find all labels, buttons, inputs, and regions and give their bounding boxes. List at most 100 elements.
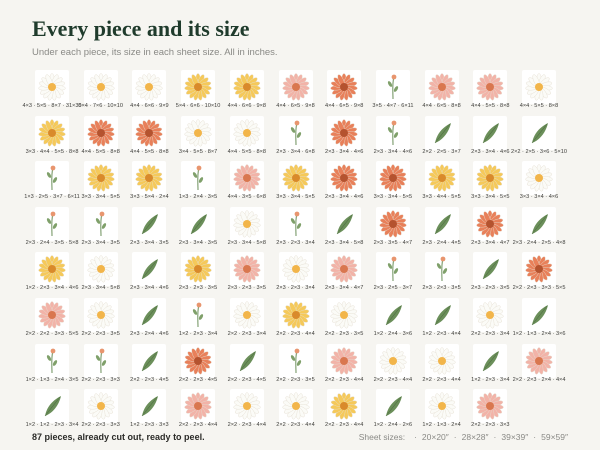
sheet-size: 28×28″ (449, 432, 489, 442)
piece-icon (95, 348, 106, 373)
piece-image (327, 70, 362, 104)
piece-image (522, 206, 556, 241)
piece: 2×2 · 2×3 · 4×4 (369, 343, 417, 390)
piece-size: 2×3 · 3×4 · 4×6 (324, 194, 364, 201)
piece-image (83, 206, 118, 241)
piece-size: 2×2 · 2×3 · 4×5 (227, 376, 266, 383)
piece-image (522, 252, 556, 287)
piece-size: 2×2 · 2×3 · 2×4 · 4×4 (512, 376, 566, 383)
piece: 1×2 · 1×3 · 2×4 · 3×5 (26, 343, 78, 390)
piece: 3×3 · 4×4 · 5×5 (418, 161, 466, 207)
piece: 4×4 · 3×5 · 6×8 (223, 161, 271, 207)
piece-image (83, 161, 118, 196)
piece-image (229, 252, 264, 287)
piece: 4×4 · 6×5 · 8×8 (418, 70, 466, 116)
piece-image (181, 115, 216, 150)
piece-image (132, 70, 167, 104)
piece-icon (142, 396, 159, 417)
piece-icon (476, 210, 504, 238)
piece-size: 5×4 · 6×6 · 10×10 (175, 103, 221, 109)
piece-image (522, 161, 556, 196)
piece-size: 3×3 · 3×4 · 5×5 (471, 194, 510, 201)
piece-icon (427, 164, 456, 192)
piece: 3×3 · 5×4 · 2×4 (125, 161, 173, 207)
piece-image (375, 252, 410, 287)
piece-size: 1×2 · 2×4 · 3×6 (373, 331, 413, 337)
piece: 2×3 · 3×4 · 4×7 (466, 206, 514, 253)
piece-icon (233, 73, 261, 101)
piece: 3×4 · 5×5 · 8×7 (174, 115, 222, 162)
piece: 2×3 · 2×4 · 2×5 · 4×8 (513, 206, 565, 253)
piece-image (181, 161, 216, 196)
piece-image (327, 298, 362, 332)
piece-size: 2×2 · 2×3 · 3×4 (471, 331, 510, 337)
piece: 2×2 · 2×3 · 4×4 (320, 389, 368, 435)
piece-size: 2×3 · 3×4 · 4×7 (471, 239, 510, 246)
piece-size: 1×2 · 1×3 · 2×4 · 3×6 (512, 331, 566, 337)
piece: 2×3 · 3×4 · 5×8 (223, 206, 271, 253)
piece: 3×3 · 3×4 · 4×6 (515, 161, 563, 207)
piece-size: 2×2 · 2×3 · 3×5 (324, 331, 364, 337)
piece: 2×2 · 2×3 · 3×3 (77, 343, 125, 390)
piece-image (83, 70, 118, 104)
piece-image (327, 343, 362, 378)
piece-size: 2×2 · 2×3 · 3×4 (227, 331, 266, 337)
piece: 2×2 · 2×3 · 3×3 (466, 389, 514, 435)
piece-image (473, 161, 508, 196)
piece-size: 2×3 · 2×3 · 3×5 (178, 285, 218, 292)
piece-icon (135, 118, 164, 147)
piece: 1×2 · 1×3 · 2×4 (418, 389, 466, 435)
piece-image (327, 161, 362, 196)
piece-icon (385, 305, 402, 326)
piece-icon (38, 255, 66, 283)
piece-size: 2×2 · 2×3 · 4×4 (276, 422, 315, 429)
piece-size: 1×2 · 2×3 · 3×4 (471, 376, 510, 383)
piece-icon (95, 211, 106, 236)
piece-size: 2×3 · 3×4 · 4×6 (324, 148, 364, 155)
piece: 2×3 · 3×4 · 3×5 (77, 206, 125, 253)
piece-icon (330, 392, 358, 420)
piece-image (522, 343, 556, 378)
piece-icon (290, 348, 301, 373)
footer-note: 87 pieces, already cut out, ready to pee… (32, 432, 205, 442)
piece: 2×2 · 2×3 · 3×3 · 5×5 (513, 252, 565, 298)
piece-icon (531, 305, 548, 326)
piece: 2×3 · 3×4 · 5×8 (77, 252, 125, 298)
piece-icon (531, 122, 548, 143)
piece: 3×3 · 3×4 · 5×5 (369, 161, 417, 207)
piece-image (375, 115, 410, 150)
piece-icon (330, 73, 358, 101)
piece: 2×2 · 2×3 · 3×4 (466, 298, 514, 344)
piece: 2×3 · 3×4 · 3×5 (125, 206, 173, 253)
piece-icon (525, 164, 553, 192)
piece: 1×2 · 2×3 · 3×4 · 4×6 (26, 252, 78, 298)
piece-size: 3×5 · 4×7 · 6×11 (372, 103, 414, 109)
piece-size: 2×2 · 2×3 · 3×3 · 5×5 (512, 285, 566, 292)
piece: 2×3 · 2×3 · 3×5 (174, 252, 222, 298)
piece-size: 1×2 · 2×4 · 2×6 (373, 422, 413, 429)
piece-image (424, 70, 459, 104)
piece-icon (483, 350, 500, 371)
piece-image (424, 343, 459, 378)
piece: 2×2 · 2×3 · 4×4 (223, 389, 271, 435)
piece-icon (476, 73, 504, 101)
piece-icon (330, 255, 358, 283)
piece-icon (531, 213, 548, 234)
piece-icon (184, 346, 212, 375)
title: Every piece and its size (32, 16, 250, 41)
piece: 2×3 · 3×4 · 4×6 (320, 115, 368, 162)
piece-icon (427, 346, 456, 375)
piece: 2×3 · 2×4 · 3×5 · 5×8 (26, 206, 78, 253)
piece-size: 3×3 · 3×4 · 5×5 (81, 194, 120, 201)
piece-image (278, 115, 313, 150)
piece-icon (436, 256, 447, 282)
piece-size: 1×3 · 2×4 · 3×5 (178, 194, 218, 201)
piece-size: 2×3 · 3×4 · 5×8 (227, 239, 266, 246)
piece-size: 3×3 · 3×4 · 4×6 (519, 194, 559, 201)
piece-icon (233, 301, 261, 329)
piece: 4×4 · 6×6 · 9×8 (223, 70, 271, 116)
piece-icon (87, 164, 115, 192)
piece-size: 4×4 · 5×5 · 8×8 (81, 148, 120, 155)
piece-icon (233, 210, 261, 238)
